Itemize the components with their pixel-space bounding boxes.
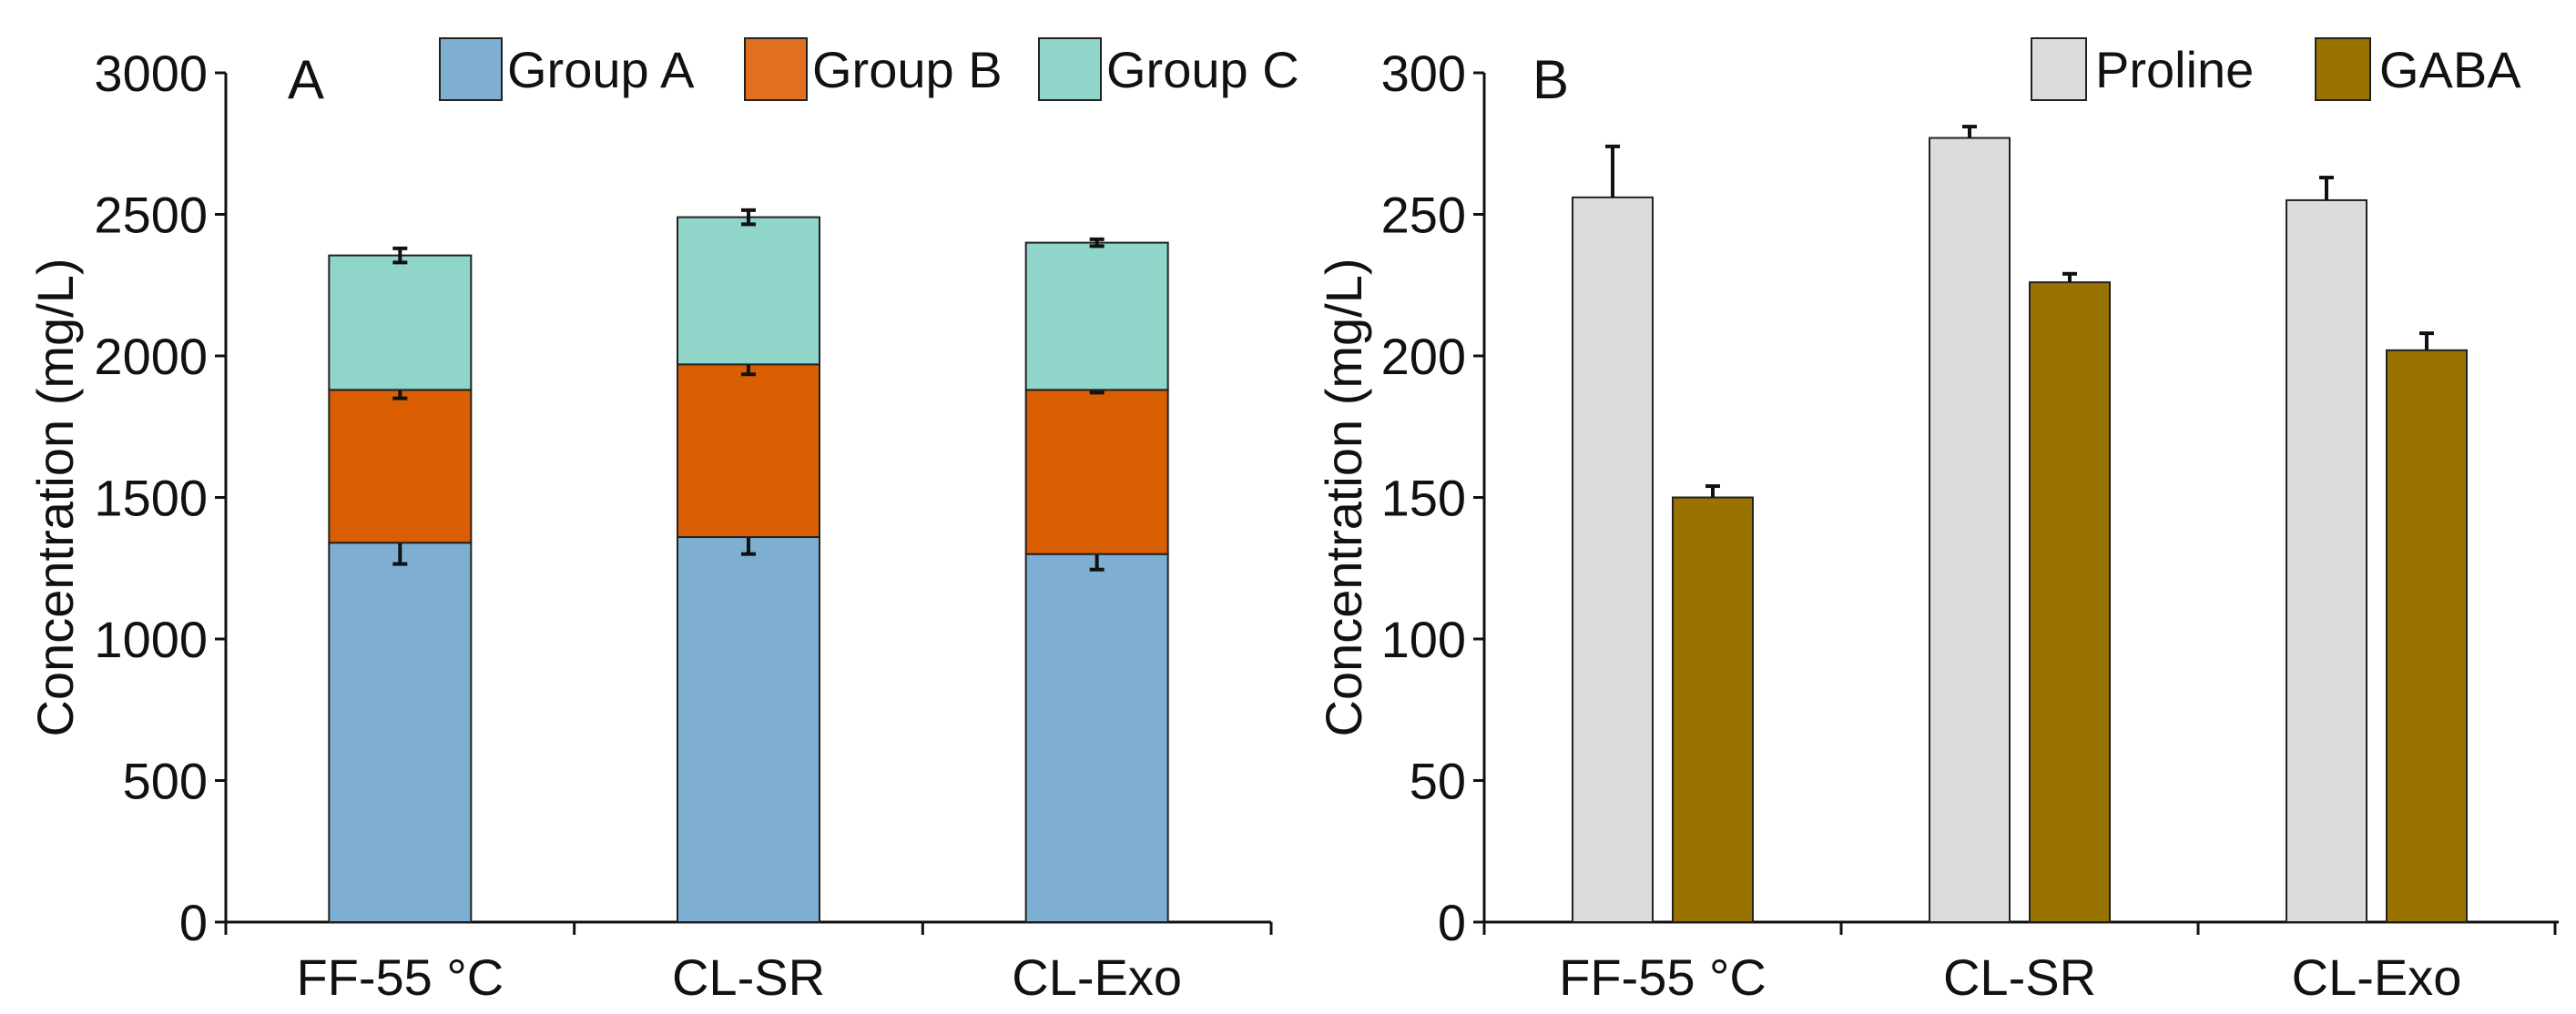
legend-swatch-a [1038,37,1102,101]
bar-a-group-c [1024,241,1169,391]
bar-a-group-b [677,363,820,539]
y-axis-title-a: Concentration (mg/L) [26,258,84,736]
x-tick-label-a: FF-55 °C [296,948,504,1006]
x-tick-label-a: CL-SR [672,948,825,1006]
y-tick-label-b: 150 [1381,470,1466,527]
chart-panel-b: 0 50 100 150 200 250 300 Concentration (mg/L) FF… [1315,37,2559,1006]
bar-b-gaba [2029,281,2111,923]
chart-panel-a: 0 500 1000 1500 2000 2500 3000 Concentration (m… [26,37,1299,1006]
legend-swatch-b [2031,37,2087,101]
legend-swatch-b [2315,37,2371,101]
y-tick-label-a: 500 [123,753,208,810]
y-tick-label-b: 200 [1381,328,1466,385]
panel-label-a: A [288,49,324,110]
bar-a-group-a [677,536,820,923]
bar-a-group-c [677,216,820,366]
x-tick-label-a: CL-Exo [1012,948,1182,1006]
panel-label-b: B [1532,49,1569,110]
y-tick-label-a: 3000 [94,45,208,102]
y-axis-title-b: Concentration (mg/L) [1315,258,1372,736]
y-tick-label-a: 1500 [94,470,208,527]
legend-label-a: Group A [507,41,695,98]
y-tick-label-a: 0 [179,894,208,951]
legend-label-a: Group C [1106,41,1299,98]
legend-swatch-a [439,37,503,101]
y-tick-label-a: 1000 [94,611,208,668]
bar-b-proline [1572,196,1654,923]
y-tick-label-b: 0 [1438,894,1466,951]
legend-label-a: Group B [812,41,1003,98]
bar-a-group-a [1024,553,1169,923]
legend-label-b: Proline [2095,41,2254,98]
legend-swatch-a [744,37,808,101]
legend-label-b: GABA [2379,41,2521,98]
bar-a-group-b [1024,389,1169,555]
bar-b-gaba [2386,349,2468,923]
x-tick-label-b: CL-SR [1943,948,2096,1006]
y-tick-label-b: 50 [1410,753,1466,810]
bar-b-proline [2286,198,2367,923]
bar-b-gaba [1672,496,1754,923]
x-tick-label-b: CL-Exo [2292,948,2462,1006]
y-tick-label-b: 100 [1381,611,1466,668]
bar-b-proline [1929,137,2011,923]
y-tick-label-a: 2000 [94,328,208,385]
y-tick-label-a: 2500 [94,187,208,244]
y-tick-label-b: 300 [1381,45,1466,102]
bar-a-group-b [328,389,473,544]
x-tick-label-b: FF-55 °C [1559,948,1767,1006]
bar-a-group-a [328,542,473,923]
bar-a-group-c [328,254,473,391]
y-tick-label-b: 250 [1381,187,1466,244]
